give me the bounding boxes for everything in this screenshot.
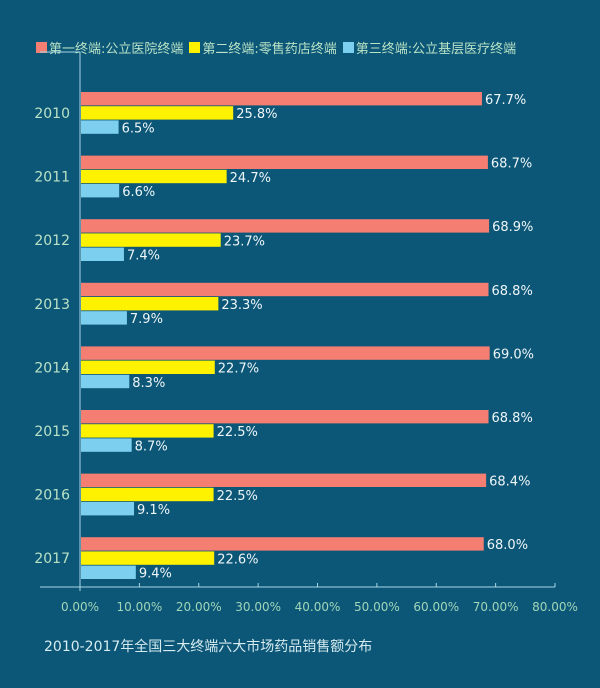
bar-3	[81, 247, 124, 261]
bar-2	[81, 106, 234, 120]
category-label: 2014	[34, 360, 70, 376]
bar-3	[81, 120, 119, 134]
x-tick-label: 30.00%	[235, 600, 281, 614]
bar-3	[81, 374, 130, 389]
x-tick-label: 50.00%	[354, 600, 400, 614]
data-label: 68.8%	[492, 411, 533, 426]
bar-1	[81, 537, 484, 551]
data-label: 69.0%	[493, 347, 534, 362]
data-label: 68.7%	[491, 157, 532, 172]
data-label: 68.4%	[489, 475, 530, 490]
data-label: 22.5%	[217, 425, 258, 440]
data-label: 68.9%	[492, 220, 533, 235]
data-label: 8.3%	[132, 376, 165, 391]
x-tick-label: 40.00%	[295, 600, 341, 614]
legend: 第一终端:公立医院终端 第二终端:零售药店终端 第三终端:公立基层医疗终端	[36, 38, 516, 57]
data-label: 9.1%	[137, 503, 170, 518]
category-label: 2013	[34, 297, 70, 313]
legend-item: 第三终端:公立基层医疗终端	[342, 38, 517, 57]
legend-item: 第二终端:零售药店终端	[189, 38, 337, 57]
data-label: 68.0%	[487, 538, 528, 553]
bar-1	[81, 346, 490, 360]
bar-2	[81, 551, 215, 565]
bar-2	[81, 360, 215, 374]
x-tick-label: 70.00%	[473, 600, 519, 614]
legend-label: 第三终端:公立基层医疗终端	[355, 42, 517, 57]
data-label: 24.7%	[230, 171, 271, 186]
bar-1	[81, 219, 490, 233]
bar-2	[81, 487, 214, 502]
data-label: 23.3%	[221, 298, 262, 313]
x-tick-label: 0.00%	[61, 600, 99, 614]
legend-swatch	[342, 42, 354, 53]
legend-swatch	[36, 42, 47, 53]
data-label: 7.4%	[127, 249, 160, 264]
data-label: 6.6%	[122, 185, 155, 200]
data-label: 22.5%	[217, 489, 258, 504]
legend-item: 第一终端:公立医院终端	[36, 38, 183, 57]
bar-3	[81, 565, 136, 579]
bar-1	[81, 473, 487, 487]
category-label: 2017	[34, 551, 70, 567]
data-label: 9.4%	[139, 567, 172, 582]
category-label: 2010	[34, 106, 70, 122]
x-tick-label: 10.00%	[116, 600, 162, 614]
bar-3	[81, 502, 135, 516]
data-label: 22.7%	[218, 362, 259, 377]
x-tick-label: 80.00%	[532, 600, 578, 614]
bar-3	[81, 438, 132, 452]
data-label: 68.8%	[492, 284, 533, 299]
category-label: 2015	[34, 424, 70, 440]
bar-3	[81, 311, 127, 325]
data-label: 25.8%	[236, 107, 277, 122]
bar-2	[81, 297, 219, 311]
bar-1	[81, 410, 489, 424]
bar-3	[81, 184, 120, 198]
legend-swatch	[189, 42, 201, 53]
data-label: 23.7%	[224, 234, 265, 249]
bar-2	[81, 233, 221, 247]
data-label: 6.5%	[122, 121, 155, 136]
data-label: 67.7%	[485, 93, 526, 108]
category-label: 2011	[34, 170, 70, 186]
x-tick-label: 20.00%	[176, 600, 222, 614]
bar-2	[81, 424, 214, 438]
chart-caption: 2010-2017年全国三大终端六大市场药品销售额分布	[44, 639, 373, 655]
bar-1	[81, 155, 488, 169]
bar-1	[81, 282, 489, 297]
category-label: 2016	[34, 488, 70, 504]
data-label: 8.7%	[135, 439, 168, 454]
category-label: 2012	[34, 233, 70, 249]
data-label: 7.9%	[130, 312, 163, 327]
legend-label: 第二终端:零售药店终端	[202, 42, 337, 57]
x-tick-label: 60.00%	[413, 600, 459, 614]
bar-2	[81, 169, 227, 184]
bar-1	[81, 92, 482, 106]
legend-label: 第一终端:公立医院终端	[49, 42, 184, 57]
data-label: 22.6%	[217, 552, 258, 567]
